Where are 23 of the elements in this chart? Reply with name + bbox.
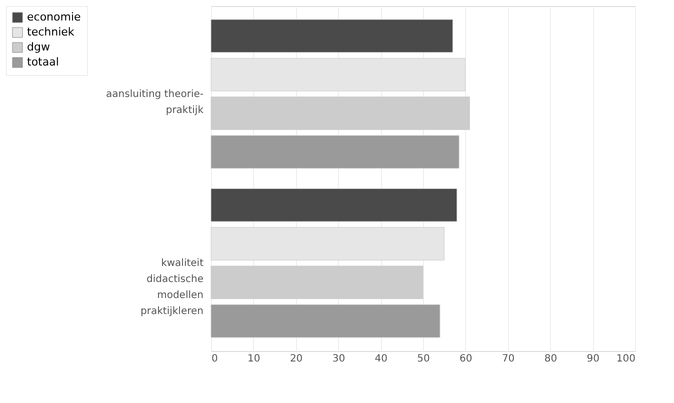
legend-label: techniek [27, 26, 75, 38]
x-tick-label: 10 [248, 354, 260, 364]
x-tick-label: 0 [212, 354, 218, 364]
bar [210, 304, 440, 338]
y-tick-label: kwaliteit didactische modellen praktijkleren [140, 258, 204, 318]
x-tick-label: 70 [502, 354, 515, 364]
x-tick-label: 40 [374, 354, 388, 364]
bar [210, 266, 424, 300]
x-tick-label: 60 [460, 354, 472, 364]
x-tick-label: 30 [332, 354, 346, 364]
bar [210, 188, 458, 222]
bar [210, 135, 460, 169]
legend-label: dgw [27, 40, 50, 54]
x-tick-label: 50 [417, 354, 430, 364]
y-tick-label: aansluiting theorie- praktijk [106, 88, 204, 116]
bar [210, 96, 470, 130]
x-tick-label: 80 [544, 354, 558, 364]
x-tick-label: 100 [616, 354, 636, 364]
legend-label: totaal [27, 56, 59, 68]
legend-label: economie [27, 10, 82, 24]
x-tick-label: 90 [586, 354, 600, 364]
x-tick-label: 20 [290, 354, 303, 364]
bar [210, 19, 453, 53]
